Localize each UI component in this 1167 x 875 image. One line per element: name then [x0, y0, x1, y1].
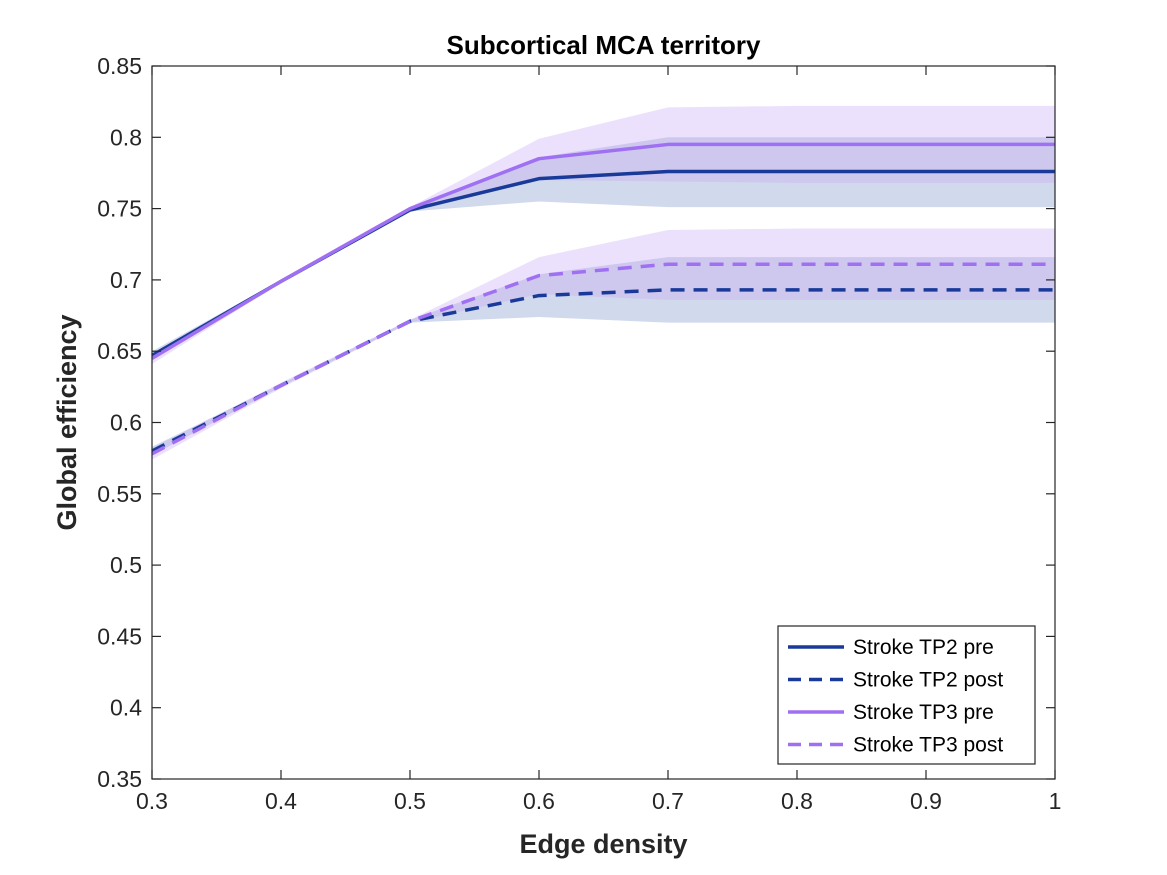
legend: Stroke TP2 pre Stroke TP2 post Stroke TP3 … — [777, 625, 1036, 765]
x-tick-label: 0.5 — [394, 788, 426, 814]
chart-title: Subcortical MCA territory — [447, 30, 762, 60]
y-tick-label: 0.5 — [110, 552, 142, 578]
x-tick-label: 0.9 — [910, 788, 942, 814]
y-tick-label: 0.75 — [97, 196, 142, 222]
legend-label-4: Stroke TP3 post — [853, 734, 1003, 757]
legend-box — [777, 625, 1036, 765]
y-tick-label: 0.7 — [110, 267, 142, 293]
confidence-band-1 — [152, 137, 1055, 360]
x-tick-label: 0.4 — [265, 788, 297, 814]
y-axis-title: Global efficiency — [52, 314, 82, 530]
y-tick-label: 0.85 — [97, 53, 142, 79]
series-line-4 — [151, 262, 1055, 456]
y-axis-ticks: 0.35 0.4 0.45 0.5 0.55 0.6 0.65 0.7 0.75 0.8 0.85 — [97, 53, 1055, 792]
y-tick-label: 0.4 — [110, 695, 142, 721]
x-tick-label: 0.6 — [523, 788, 555, 814]
y-tick-label: 0.35 — [97, 766, 142, 792]
y-tick-label: 0.55 — [97, 481, 142, 507]
series-line-3 — [151, 142, 1055, 360]
legend-label-2: Stroke TP2 post — [853, 669, 1003, 692]
confidence-band-2 — [152, 257, 1055, 456]
legend-label-3: Stroke TP3 pre — [853, 701, 994, 724]
x-tick-label: 0.7 — [652, 788, 684, 814]
y-tick-label: 0.65 — [97, 338, 142, 364]
legend-label-1: Stroke TP2 pre — [853, 636, 994, 659]
x-tick-label: 0.8 — [781, 788, 813, 814]
y-tick-label: 0.45 — [97, 623, 142, 649]
confidence-band-4 — [152, 228, 1055, 460]
x-tick-label: 1 — [1049, 788, 1062, 814]
x-axis-title: Edge density — [519, 829, 687, 859]
y-tick-label: 0.8 — [110, 124, 142, 150]
y-tick-label: 0.6 — [110, 410, 142, 436]
x-tick-label: 0.3 — [136, 788, 168, 814]
x-axis-ticks: 0.3 0.4 0.5 0.6 0.7 0.8 0.9 1 — [136, 66, 1061, 814]
series-lines — [151, 142, 1055, 456]
